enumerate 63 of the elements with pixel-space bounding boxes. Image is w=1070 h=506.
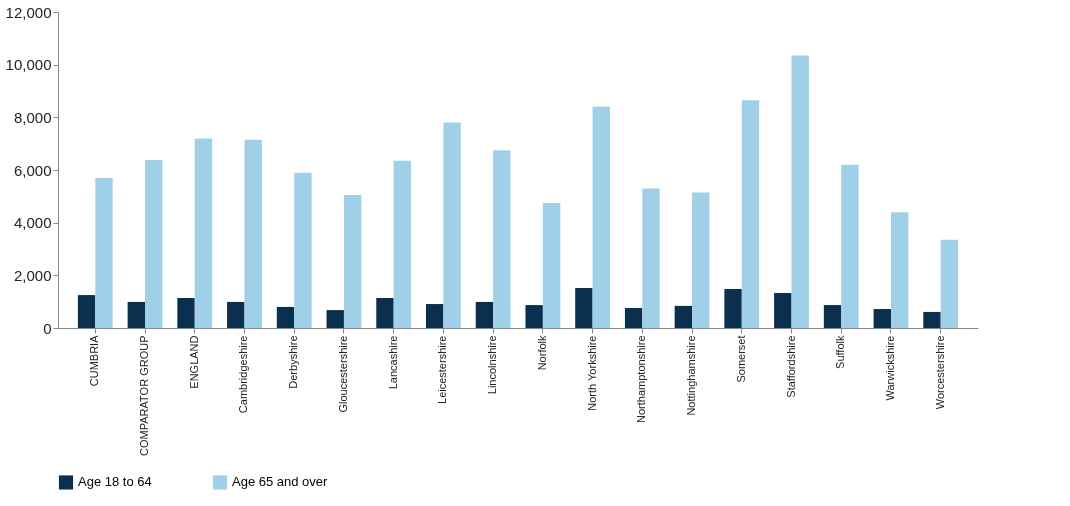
x-tick-label: North Yorkshire xyxy=(585,335,598,411)
legend-label: Age 65 and over xyxy=(232,474,329,490)
x-tick-label: Derbyshire xyxy=(287,335,300,389)
bar xyxy=(774,292,792,328)
x-tick-label: Lincolnshire xyxy=(486,335,499,395)
bar xyxy=(343,195,362,328)
x-tick-label: Suffolk xyxy=(834,335,847,369)
bar xyxy=(674,305,693,328)
x-tick-label: Northamptonshire xyxy=(635,335,648,423)
x-tick-label: CUMBRIA xyxy=(88,334,101,387)
x-tick-label: Cambridgeshire xyxy=(237,335,250,414)
bar xyxy=(127,301,146,328)
bar xyxy=(741,100,760,328)
x-tick-label: Staffordshire xyxy=(784,335,797,398)
bar xyxy=(940,239,959,328)
bar xyxy=(177,297,195,328)
y-tick-label: 8,000 xyxy=(13,108,52,126)
bar xyxy=(276,306,295,328)
bar xyxy=(493,150,511,328)
bar xyxy=(475,301,494,328)
bar xyxy=(890,212,909,328)
x-tick-label: Worcestershire xyxy=(933,335,946,410)
bar xyxy=(393,160,412,328)
bar xyxy=(376,297,394,328)
bar xyxy=(95,177,113,328)
bar xyxy=(542,202,561,328)
bar xyxy=(145,159,163,328)
bar xyxy=(724,289,742,328)
bar xyxy=(426,304,444,328)
bar xyxy=(294,172,312,328)
x-tick-label: COMPARATOR GROUP xyxy=(138,335,151,456)
legend-label: Age 18 to 64 xyxy=(78,474,152,490)
y-tick-label: 6,000 xyxy=(13,161,52,179)
bar xyxy=(841,164,859,328)
bar xyxy=(692,192,710,328)
bar xyxy=(873,309,891,328)
x-tick-label: Norfolk xyxy=(535,335,548,371)
y-tick-label: 12,000 xyxy=(5,3,52,21)
x-tick-label: Somerset xyxy=(734,335,747,383)
x-tick-label: Nottinghamshire xyxy=(685,335,698,416)
bar xyxy=(244,139,262,328)
x-tick-label: ENGLAND xyxy=(187,335,200,389)
bar xyxy=(923,311,941,328)
bar xyxy=(443,122,461,328)
bar xyxy=(575,287,593,328)
bar xyxy=(592,106,610,328)
bar xyxy=(326,310,344,328)
bar xyxy=(525,305,543,328)
y-tick-label: 4,000 xyxy=(13,214,52,232)
bar xyxy=(791,55,809,328)
x-tick-label: Warwickshire xyxy=(883,335,896,401)
y-tick-label: 0 xyxy=(43,319,52,337)
bar xyxy=(823,305,842,328)
x-tick-label: Gloucestershire xyxy=(336,335,349,413)
y-tick-label: 2,000 xyxy=(13,266,52,284)
x-tick-label: Lancashire xyxy=(386,335,399,390)
y-tick-label: 10,000 xyxy=(5,56,52,74)
bar xyxy=(642,188,660,328)
x-tick-label: Leicestershire xyxy=(436,335,449,404)
bar xyxy=(624,307,643,328)
bar xyxy=(194,138,213,328)
bar xyxy=(77,295,96,328)
bar xyxy=(227,301,245,328)
